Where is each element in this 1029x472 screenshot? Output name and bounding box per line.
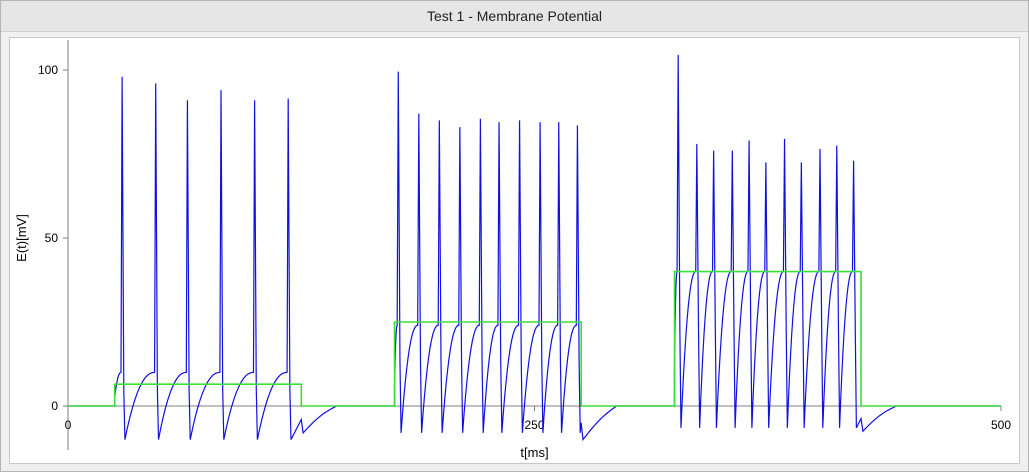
ticks: 0 50 100 0 250 500 xyxy=(38,63,1011,432)
y-tick-label: 0 xyxy=(51,399,58,413)
plot-area xyxy=(9,37,1020,464)
window-title: Test 1 - Membrane Potential xyxy=(1,1,1028,32)
x-tick-label: 500 xyxy=(991,418,1011,432)
y-axis-label: E(t)[mV] xyxy=(14,214,29,262)
y-tick-label: 100 xyxy=(38,63,58,77)
membrane-series-line xyxy=(68,54,1001,442)
y-tick-label: 50 xyxy=(45,231,59,245)
x-tick-label: 250 xyxy=(524,418,544,432)
x-tick-label: 0 xyxy=(65,418,72,432)
stimulus-series-line xyxy=(68,270,1001,407)
x-axis-label: t[ms] xyxy=(520,445,548,460)
